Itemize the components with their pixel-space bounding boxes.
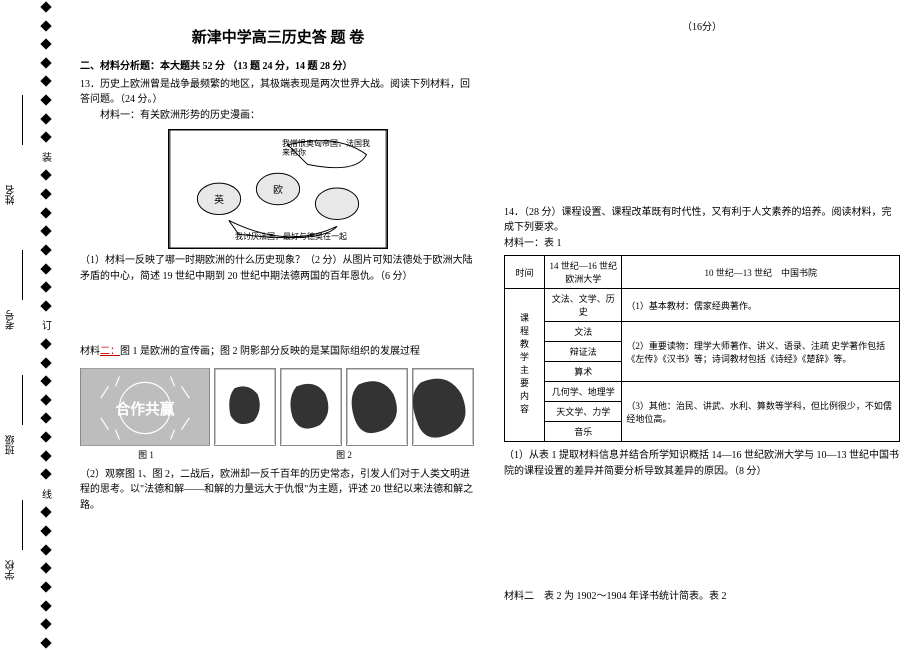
side-class: 班级 <box>4 435 19 455</box>
eu-row: 天文学、力学 <box>545 402 622 422</box>
material-1b-label: 材料一：表 1 <box>504 236 900 252</box>
section-2-head: 二、材料分析题：本大题共 52 分 （13 题 24 分，14 题 28 分） <box>80 59 476 75</box>
page-body: 新津中学高三历史答 题 卷 二、材料分析题：本大题共 52 分 （13 题 24… <box>80 20 900 630</box>
cartoon-image: 英 欧 我憎恨奥匈帝国，法国我来帮你 我讨厌法国，最好与德奥在一起 <box>168 129 388 249</box>
eu-row: 算术 <box>545 362 622 382</box>
bind-char-2: 订 <box>42 317 52 332</box>
figure-captions: 图 1 图 2 <box>80 448 476 461</box>
cn-row-3: （3）其他：治民、讲武、水利、算数等学科，但比例很少，不如儒经地位高。 <box>622 382 900 442</box>
map-2 <box>280 368 342 446</box>
table-row: 几何学、地理学 （3）其他：治民、讲武、水利、算数等学科，但比例很少，不如儒经地… <box>505 382 900 402</box>
material-1-label: 材料一：有关欧洲形势的历史漫画： <box>80 108 476 124</box>
side-label-strip: 学校 班级 考号 姓名 <box>4 0 32 650</box>
score-16: （16分） <box>504 20 900 36</box>
mat2-red: 二： <box>100 346 120 357</box>
th-cn: 10 世纪—13 世纪 中国书院 <box>622 256 900 289</box>
cartoon-bubble-1: 我憎恨奥匈帝国，法国我来帮你 <box>282 140 377 158</box>
bind-char-1: 装 <box>42 149 52 164</box>
bind-char-3: 线 <box>42 486 52 501</box>
map-3 <box>346 368 408 446</box>
binding-diamonds: 装 订 线 <box>42 0 52 650</box>
map-1 <box>214 368 276 446</box>
course-table: 时间 14 世纪—16 世纪 欧洲大学 10 世纪—13 世纪 中国书院 课程教… <box>504 255 900 442</box>
q13-sub2: （2）观察图 1、图 2，二战后，欧洲却一反千百年的历史常态，引发人们对于人类文… <box>80 467 476 514</box>
cn-row-2: （2）重要读物：理学大师著作、讲义、语录、注疏 史学著作包括《左传》《汉书》等；… <box>622 322 900 382</box>
th-time: 时间 <box>505 256 545 289</box>
material-2b-label: 材料二 表 2 为 1902～1904 年译书统计简表。表 2 <box>504 589 900 605</box>
q13-sub1: （1）材料一反映了哪一时期欧洲的什么历史现象？（2 分）从图片可知法德处于欧洲大… <box>80 253 476 284</box>
row-label: 课程教学主要内容 <box>505 289 545 442</box>
table-row: 课程教学主要内容 文法、文学、历史 （1）基本教材：儒家经典著作。 <box>505 289 900 322</box>
poster-row: 合作共赢 <box>80 368 476 446</box>
cartoon-bubble-2: 我讨厌法国，最好与德奥在一起 <box>231 233 351 242</box>
q14-intro: 14．（28 分）课程设置、课程改革既有时代性，又有利于人文素养的培养。阅读材料… <box>504 205 900 236</box>
eu-row: 文法 <box>545 322 622 342</box>
svg-text:合作共赢: 合作共赢 <box>115 399 175 417</box>
q13-intro: 13．历史上欧洲曾是战争最频繁的地区，其极端表现是两次世界大战。阅读下列材料，回… <box>80 77 476 108</box>
page-title: 新津中学高三历史答 题 卷 <box>80 26 476 47</box>
q14-sub1: （1）从表 1 提取材料信息并结合所学知识概括 14—16 世纪欧洲大学与 10… <box>504 448 900 479</box>
material-2-label: 材料二：图 1 是欧洲的宣传画；图 2 阴影部分反映的是某国际组织的发展过程 <box>80 344 476 360</box>
eu-row: 音乐 <box>545 422 622 442</box>
eu-row: 辩证法 <box>545 342 622 362</box>
svg-text:欧: 欧 <box>273 184 283 196</box>
cn-row-1: （1）基本教材：儒家经典著作。 <box>622 289 900 322</box>
side-school: 学校 <box>4 560 19 580</box>
mat2-rest: 图 1 是欧洲的宣传画；图 2 阴影部分反映的是某国际组织的发展过程 <box>120 346 420 357</box>
eu-row: 几何学、地理学 <box>545 382 622 402</box>
poster-1: 合作共赢 <box>80 368 210 446</box>
binding-strip: 装 订 线 <box>36 0 60 650</box>
eu-row: 文法、文学、历史 <box>545 289 622 322</box>
fig2-caption: 图 2 <box>212 448 476 461</box>
table-row: 文法 （2）重要读物：理学大师著作、讲义、语录、注疏 史学著作包括《左传》《汉书… <box>505 322 900 342</box>
th-eu: 14 世纪—16 世纪 欧洲大学 <box>545 256 622 289</box>
left-column: 新津中学高三历史答 题 卷 二、材料分析题：本大题共 52 分 （13 题 24… <box>80 20 476 630</box>
map-4 <box>412 368 474 446</box>
fig1-caption: 图 1 <box>80 448 212 461</box>
right-column: （16分） 14．（28 分）课程设置、课程改革既有时代性，又有利于人文素养的培… <box>504 20 900 630</box>
mat2-prefix: 材料 <box>80 346 100 357</box>
svg-text:英: 英 <box>214 193 224 206</box>
side-name: 姓名 <box>4 185 19 205</box>
side-number: 考号 <box>4 310 19 330</box>
table-row: 时间 14 世纪—16 世纪 欧洲大学 10 世纪—13 世纪 中国书院 <box>505 256 900 289</box>
